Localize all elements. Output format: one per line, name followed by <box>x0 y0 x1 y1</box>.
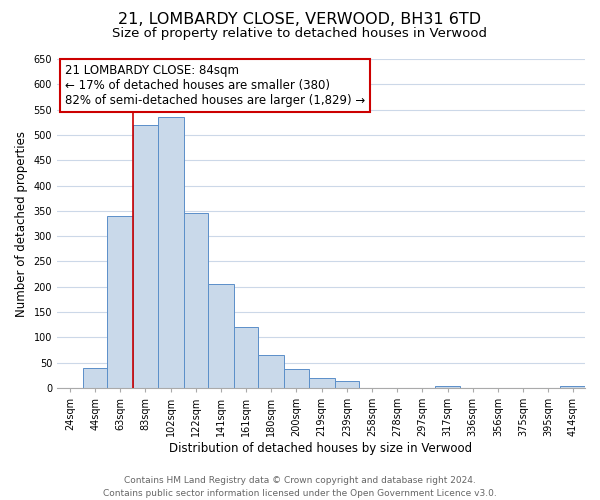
Bar <box>284 369 309 388</box>
Bar <box>435 386 460 388</box>
Y-axis label: Number of detached properties: Number of detached properties <box>15 130 28 316</box>
Text: 21, LOMBARDY CLOSE, VERWOOD, BH31 6TD: 21, LOMBARDY CLOSE, VERWOOD, BH31 6TD <box>118 12 482 28</box>
Bar <box>133 125 158 388</box>
Bar <box>259 355 284 388</box>
Bar <box>83 368 107 388</box>
Text: 21 LOMBARDY CLOSE: 84sqm
← 17% of detached houses are smaller (380)
82% of semi-: 21 LOMBARDY CLOSE: 84sqm ← 17% of detach… <box>65 64 365 107</box>
Bar <box>208 284 234 388</box>
Text: Contains HM Land Registry data © Crown copyright and database right 2024.
Contai: Contains HM Land Registry data © Crown c… <box>103 476 497 498</box>
X-axis label: Distribution of detached houses by size in Verwood: Distribution of detached houses by size … <box>169 442 473 455</box>
Bar <box>560 386 585 388</box>
Bar <box>158 117 184 388</box>
Bar <box>107 216 133 388</box>
Bar <box>184 214 208 388</box>
Bar <box>309 378 335 388</box>
Bar <box>234 328 259 388</box>
Bar <box>335 382 359 388</box>
Text: Size of property relative to detached houses in Verwood: Size of property relative to detached ho… <box>113 28 487 40</box>
